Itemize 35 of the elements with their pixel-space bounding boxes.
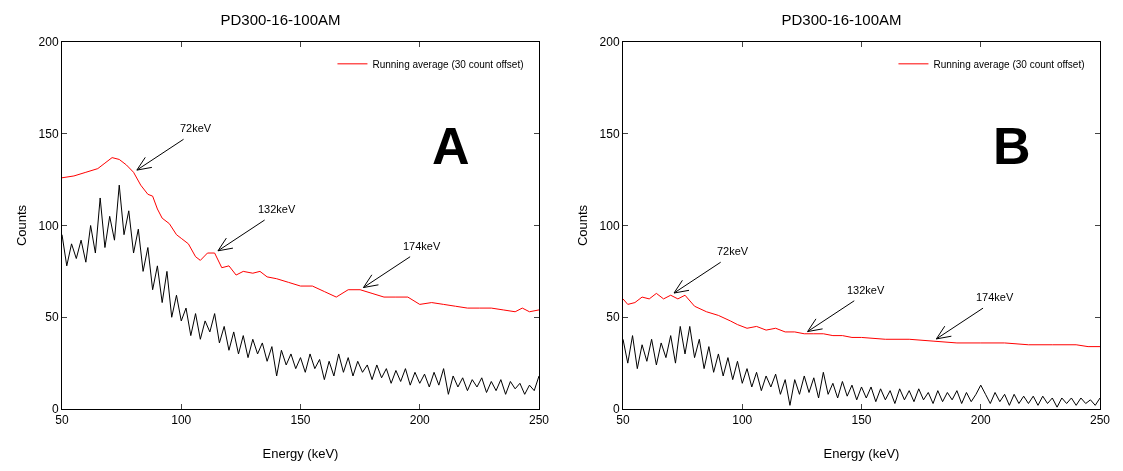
x-tick-label: 150 bbox=[851, 413, 872, 428]
y-tick-label: 200 bbox=[599, 35, 620, 50]
y-tick-label: 50 bbox=[606, 310, 620, 325]
annotation: B bbox=[993, 117, 1031, 175]
chart-title: PD300-16-100AM bbox=[220, 10, 341, 28]
y-tick-label: 50 bbox=[45, 310, 59, 325]
legend-label: Running average (30 count offset) bbox=[372, 58, 524, 70]
x-tick-label: 200 bbox=[970, 413, 992, 428]
y-tick-label: 150 bbox=[38, 126, 59, 141]
x-tick-label: 250 bbox=[528, 413, 550, 428]
y-tick-label: 200 bbox=[38, 35, 59, 50]
x-tick-label: 100 bbox=[171, 413, 192, 428]
legend-label: Running average (30 count offset) bbox=[933, 58, 1085, 70]
annotation: A bbox=[432, 117, 470, 175]
line-series bbox=[623, 292, 1100, 348]
annotation: 72keV bbox=[180, 122, 212, 134]
annotation: 174keV bbox=[403, 240, 441, 252]
annotation: 72keV bbox=[717, 245, 749, 257]
y-tick-label: 100 bbox=[38, 218, 59, 233]
x-axis-title: Energy (keV) bbox=[823, 446, 900, 461]
annotation: 174keV bbox=[976, 291, 1014, 303]
x-tick-label: 150 bbox=[290, 413, 311, 428]
chart-title: PD300-16-100AM bbox=[781, 10, 902, 28]
annotation: 132keV bbox=[847, 284, 885, 296]
y-axis-title: Counts bbox=[575, 204, 590, 247]
x-tick-label: 200 bbox=[409, 413, 431, 428]
y-tick-label: 150 bbox=[599, 126, 620, 141]
x-tick-label: 250 bbox=[1089, 413, 1111, 428]
annotation: 132keV bbox=[258, 203, 296, 215]
x-tick-label: 50 bbox=[55, 413, 69, 428]
x-axis-title: Energy (keV) bbox=[262, 446, 339, 461]
x-tick-label: 50 bbox=[616, 413, 630, 428]
x-tick-label: 100 bbox=[732, 413, 753, 428]
y-tick-label: 100 bbox=[599, 218, 620, 233]
y-axis-title: Counts bbox=[14, 204, 29, 247]
